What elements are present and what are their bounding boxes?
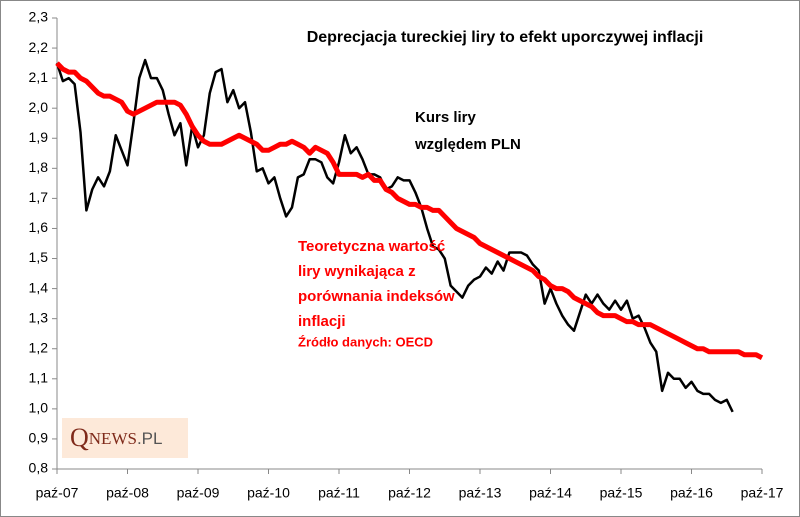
y-tick-label: 0,8 <box>29 460 49 476</box>
x-tick-label: paź-15 <box>600 485 643 501</box>
x-tick-label: paź-10 <box>247 485 290 501</box>
source: Źródło danych: OECD <box>298 334 433 349</box>
x-tick-label: paź-12 <box>388 485 431 501</box>
series-label: Kurs liry <box>415 109 477 126</box>
series-label: inflacji <box>298 313 346 330</box>
y-tick-label: 1,3 <box>29 309 49 325</box>
x-tick-label: paź-08 <box>106 485 149 501</box>
series-label: porównania indeksów <box>298 288 455 305</box>
y-tick-label: 1,6 <box>29 219 49 235</box>
y-tick-label: 1,0 <box>29 400 49 416</box>
x-tick-label: paź-17 <box>741 485 784 501</box>
series-line <box>55 61 764 360</box>
x-tick-label: paź-13 <box>459 485 502 501</box>
series-label: Teoretyczna wartość <box>298 238 445 255</box>
y-tick-label: 1,1 <box>29 370 49 386</box>
series-label: liry wynikająca z <box>298 263 416 280</box>
y-tick-label: 2,3 <box>29 9 49 25</box>
series-line <box>55 58 734 413</box>
chart-title: Deprecjacja tureckiej liry to efekt upor… <box>307 29 704 46</box>
y-tick-label: 1,9 <box>29 129 49 145</box>
series-label: względem PLN <box>414 136 521 153</box>
x-tick-label: paź-14 <box>529 485 572 501</box>
x-tick-label: paź-11 <box>318 485 360 501</box>
y-tick-label: 1,5 <box>29 249 49 265</box>
y-tick-label: 1,4 <box>29 279 49 295</box>
y-tick-label: 0,9 <box>29 430 49 446</box>
x-tick-label: paź-16 <box>670 485 713 501</box>
x-tick-label: paź-07 <box>36 485 79 501</box>
logo: QNEWS.PL <box>70 423 162 452</box>
x-tick-label: paź-09 <box>177 485 220 501</box>
y-tick-label: 2,1 <box>29 69 49 85</box>
y-tick-label: 1,2 <box>29 339 49 355</box>
y-tick-label: 2,0 <box>29 99 49 115</box>
logo-box <box>62 418 188 458</box>
y-tick-label: 1,7 <box>29 189 49 205</box>
y-tick-label: 2,2 <box>29 39 49 55</box>
y-tick-label: 1,8 <box>29 159 49 175</box>
